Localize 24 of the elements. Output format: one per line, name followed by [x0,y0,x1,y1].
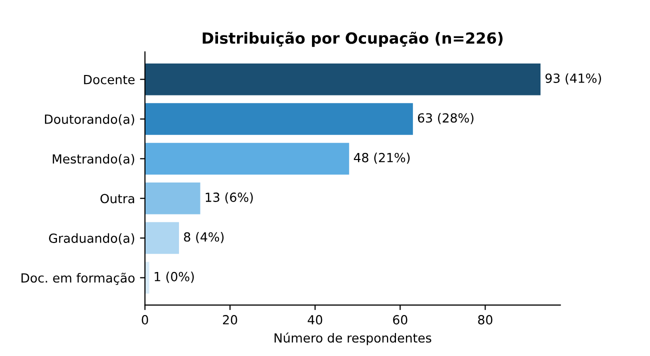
bar [144,103,413,135]
bar [144,182,200,214]
data-label: 93 (41%) [545,73,602,84]
data-label: 48 (21%) [354,152,410,164]
x-tick-label: 20 [222,315,238,324]
x-tick-label: 40 [308,315,322,324]
y-tick-label: Docente [84,74,135,84]
y-tick-label: Outra [100,194,134,204]
x-axis-title: Número de respondentes [274,332,432,346]
y-tick-label: Mestrando(a) [52,154,134,166]
x-tick-label: 60 [393,315,408,324]
y-tick-label: Doutorando(a) [44,114,134,126]
bar [144,63,541,96]
data-label: 13 (6%) [206,192,253,204]
bar [144,222,179,254]
x-tick-label: 80 [478,315,492,324]
data-label: 63 (28%) [418,112,474,124]
bar [144,142,350,175]
data-label: 1 (0%) [154,272,194,283]
y-tick-label: Doc. em formação [22,272,135,285]
chart-title: Distribuição por Ocupação (n=226) [202,32,503,47]
data-label: 8 (4%) [184,232,224,244]
x-tick-label: 0 [142,315,148,324]
y-tick-label: Graduando(a) [49,233,134,244]
